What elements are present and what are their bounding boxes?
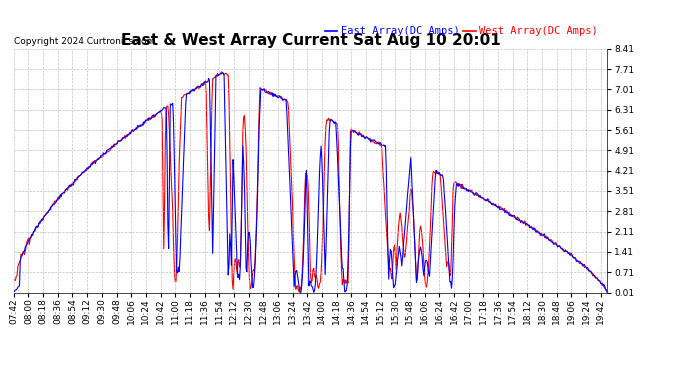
Title: East & West Array Current Sat Aug 10 20:01: East & West Array Current Sat Aug 10 20:… bbox=[121, 33, 500, 48]
Text: Copyright 2024 Curtronics.com: Copyright 2024 Curtronics.com bbox=[14, 38, 155, 46]
Legend: East Array(DC Amps), West Array(DC Amps): East Array(DC Amps), West Array(DC Amps) bbox=[321, 22, 602, 40]
